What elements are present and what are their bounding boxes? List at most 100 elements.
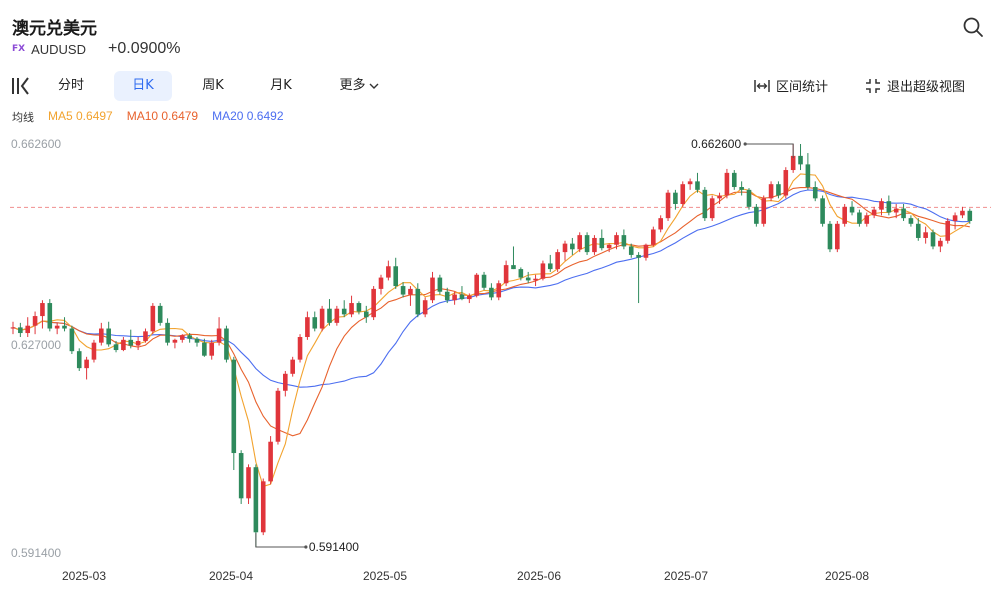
candle: [246, 464, 251, 504]
ma-legend: 均线 MA5 0.6497 MA10 0.6479 MA20 0.6492: [12, 109, 298, 125]
high-marker-dot: [743, 142, 747, 146]
candle: [812, 181, 818, 202]
candle-body: [518, 269, 524, 278]
candle: [687, 178, 693, 190]
candle: [908, 215, 914, 227]
candle: [798, 144, 803, 171]
price-change: +0.0900%: [108, 40, 181, 57]
candle-body: [562, 243, 568, 253]
tab-weekly-k[interactable]: 周K: [202, 78, 224, 93]
search-icon[interactable]: [962, 16, 984, 38]
candle: [40, 300, 45, 329]
candle: [695, 172, 700, 193]
candle-body: [356, 303, 362, 312]
candle-body: [592, 237, 597, 253]
candle-body: [459, 294, 465, 300]
candle-body: [680, 184, 686, 204]
candle: [724, 168, 730, 199]
x-date-label: 2025-06: [517, 569, 561, 583]
fx-badge: FX: [12, 44, 26, 54]
candle: [511, 246, 516, 270]
candle: [570, 237, 575, 255]
candle: [739, 181, 744, 196]
tab-more-label: 更多: [339, 78, 366, 93]
tab-monthly-k[interactable]: 月K: [270, 78, 292, 93]
candle-body: [106, 328, 111, 345]
candle: [260, 478, 266, 536]
exit-fullscreen-label: 退出超级视图: [887, 80, 966, 95]
candle-body: [739, 187, 744, 190]
tab-more[interactable]: 更多: [330, 71, 388, 101]
ma10-value: MA10 0.6479: [126, 109, 199, 123]
candle-body: [393, 266, 399, 287]
interval-stats-icon: [754, 79, 770, 92]
exit-fullscreen-button[interactable]: 退出超级视图: [865, 76, 965, 95]
candle-body: [835, 223, 840, 250]
candle: [540, 260, 546, 281]
low-marker-dot: [304, 545, 308, 549]
candle-body: [444, 291, 450, 301]
candle-body: [246, 467, 251, 499]
candle-body: [378, 277, 384, 289]
candle: [967, 208, 973, 224]
candle-body: [143, 331, 148, 341]
candle: [305, 311, 310, 340]
candle: [621, 229, 627, 250]
chart-toolbar: 分时 日K 周K 月K 更多 区间统计 退出超级视图: [0, 70, 991, 102]
candle-body: [349, 303, 354, 315]
candle-body: [746, 189, 752, 207]
candle-body: [871, 209, 877, 216]
candle-body: [165, 322, 170, 343]
candle-body: [658, 218, 663, 230]
candle-body: [628, 246, 634, 255]
x-date-label: 2025-04: [209, 569, 253, 583]
candle-body: [577, 235, 583, 250]
candle-body: [216, 328, 222, 343]
candle: [651, 226, 656, 247]
interval-stats-button[interactable]: 区间统计: [754, 76, 828, 95]
candle-body: [32, 316, 38, 326]
candle-body: [283, 373, 288, 391]
exit-fullscreen-icon: [866, 78, 880, 93]
candle: [768, 181, 774, 202]
candle: [47, 299, 53, 332]
high-price-label: 0.662600: [691, 137, 741, 151]
ma-legend-label: 均线: [12, 111, 34, 124]
candle: [606, 243, 612, 253]
candle-body: [113, 344, 119, 351]
candle-body: [768, 184, 774, 199]
ma5-line: [12, 173, 971, 488]
candle: [121, 337, 126, 352]
sidebar-toggle-icon[interactable]: [10, 75, 32, 97]
candle-body: [400, 286, 406, 295]
candle-body: [938, 240, 943, 247]
candle-body: [636, 254, 641, 258]
candle-body: [209, 342, 215, 356]
candle-body: [121, 339, 126, 351]
ma20-value: MA20 0.6492: [212, 109, 284, 123]
candle-body: [606, 244, 612, 249]
candle-body: [194, 338, 200, 343]
candle: [930, 229, 936, 250]
candle: [533, 274, 538, 287]
candle: [363, 305, 369, 323]
candle: [437, 274, 443, 295]
candle: [378, 274, 384, 295]
candle: [422, 297, 428, 318]
tab-daily-k[interactable]: 日K: [114, 71, 172, 101]
candle-body: [172, 339, 178, 343]
candle-body: [18, 327, 23, 334]
candle: [150, 303, 156, 335]
candle-body: [511, 265, 516, 270]
candle: [503, 260, 509, 287]
candle: [901, 203, 906, 221]
candle: [25, 317, 31, 338]
candle-body: [555, 252, 560, 270]
candle-body: [827, 223, 833, 250]
tab-intraday[interactable]: 分时: [57, 78, 84, 93]
candle: [820, 195, 825, 227]
candle: [525, 271, 531, 284]
high-marker-line: [745, 143, 794, 158]
candle: [658, 215, 663, 233]
